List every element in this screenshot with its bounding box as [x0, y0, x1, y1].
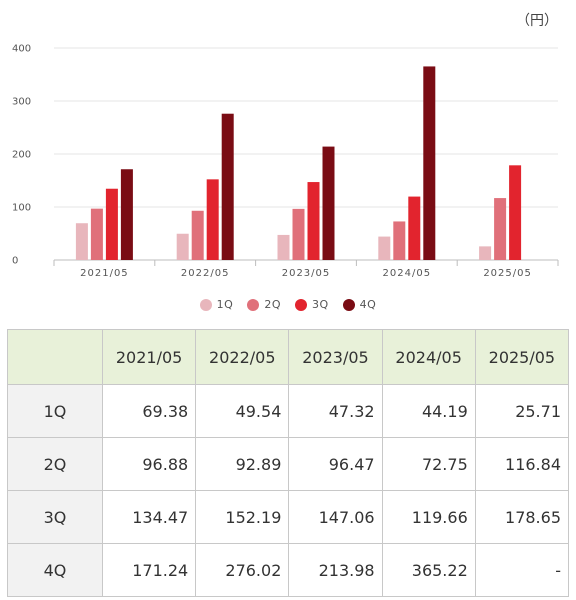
legend-label-1q: 1Q — [216, 298, 234, 311]
legend-item-3q[interactable]: 3Q — [295, 298, 329, 311]
table-cell: 365.22 — [381, 543, 476, 597]
column-header: 2025/05 — [474, 329, 570, 385]
x-tick-label: 2024/05 — [383, 268, 432, 279]
data-table: 2021/05 2022/05 2023/05 2024/05 2025/05 … — [7, 329, 570, 597]
bar-3q — [206, 179, 219, 260]
row-header: 4Q — [7, 543, 103, 597]
bar-4q — [120, 169, 133, 260]
x-tick-label: 2022/05 — [181, 268, 230, 279]
table-cell: 47.32 — [288, 384, 383, 438]
bar-3q — [408, 196, 421, 260]
row-header: 3Q — [7, 490, 103, 544]
column-header: 2024/05 — [381, 329, 476, 385]
y-tick-label: 200 — [12, 150, 31, 161]
table-cell: 178.65 — [474, 490, 570, 544]
bar-1q — [176, 233, 189, 260]
legend-label-4q: 4Q — [359, 298, 377, 311]
table-cell: 92.89 — [195, 437, 290, 491]
bar-3q — [307, 182, 320, 260]
legend-label-2q: 2Q — [264, 298, 281, 311]
y-tick-label: 0 — [12, 256, 18, 267]
bar-3q — [509, 165, 522, 260]
table-row: 4Q 171.24 276.02 213.98 365.22 - — [7, 543, 570, 597]
table-cell: 134.47 — [101, 490, 197, 544]
legend-item-4q[interactable]: 4Q — [342, 298, 377, 311]
unit-label: （円） — [516, 13, 558, 29]
legend-swatch-4q — [342, 298, 355, 311]
bar-1q — [277, 234, 290, 260]
y-tick-label: 100 — [12, 203, 31, 214]
table-cell: 72.75 — [381, 437, 476, 491]
y-tick-label: 300 — [12, 97, 31, 108]
bar-2q — [292, 208, 305, 260]
column-header: 2023/05 — [288, 329, 383, 385]
table-cell: 25.71 — [474, 384, 570, 438]
legend-item-1q[interactable]: 1Q — [199, 298, 234, 311]
bar-2q — [393, 221, 406, 260]
table-header-row: 2021/05 2022/05 2023/05 2024/05 2025/05 — [7, 329, 570, 385]
table-row: 1Q 69.38 49.54 47.32 44.19 25.71 — [7, 384, 570, 438]
table-row: 3Q 134.47 152.19 147.06 119.66 178.65 — [7, 490, 570, 544]
table-cell: 96.47 — [288, 437, 383, 491]
legend-label-3q: 3Q — [312, 298, 329, 311]
legend-swatch-2q — [247, 298, 260, 311]
chart-area: （円） 0 100 200 300 400 2021/05 2022/05 2023/05 20… — [0, 13, 576, 311]
table-cell: 96.88 — [101, 437, 197, 491]
bar-3q — [105, 188, 118, 260]
legend-swatch-3q — [295, 298, 307, 311]
bar-2q — [191, 210, 204, 260]
bar-1q — [479, 246, 492, 260]
table-cell: 116.84 — [474, 437, 570, 491]
table-cell: 49.54 — [195, 384, 290, 438]
bar-4q — [423, 66, 436, 260]
legend-swatch-1q — [199, 298, 212, 311]
table-cell: 44.19 — [381, 384, 476, 438]
table-cell: - — [474, 543, 570, 597]
x-tick-label: 2023/05 — [282, 268, 331, 279]
bar-chart: 0 100 200 300 400 2021/05 2022/05 2023/05 2024/0… — [12, 44, 559, 279]
table-cell: 69.38 — [101, 384, 197, 438]
table-cell: 152.19 — [195, 490, 290, 544]
row-header: 1Q — [7, 384, 103, 438]
table-cell: 119.66 — [381, 490, 476, 544]
column-header: 2022/05 — [195, 329, 290, 385]
bar-2q — [494, 198, 507, 260]
x-tick-label: 2021/05 — [80, 268, 129, 279]
table-cell: 171.24 — [101, 543, 197, 597]
bar-4q — [221, 113, 234, 260]
column-header: 2021/05 — [101, 329, 197, 385]
table-row: 2Q 96.88 92.89 96.47 72.75 116.84 — [7, 437, 570, 491]
table-corner-cell — [7, 329, 103, 385]
x-tick-label: 2025/05 — [483, 268, 532, 279]
bar-2q — [90, 208, 103, 260]
table-cell: 276.02 — [195, 543, 290, 597]
y-tick-label: 400 — [12, 44, 31, 55]
table-cell: 147.06 — [288, 490, 383, 544]
chart-legend: 1Q 2Q 3Q 4Q — [0, 298, 576, 311]
bar-1q — [378, 236, 391, 260]
row-header: 2Q — [7, 437, 103, 491]
bar-1q — [75, 223, 88, 260]
legend-item-2q[interactable]: 2Q — [247, 298, 281, 311]
table-cell: 213.98 — [288, 543, 383, 597]
bar-4q — [322, 146, 335, 260]
